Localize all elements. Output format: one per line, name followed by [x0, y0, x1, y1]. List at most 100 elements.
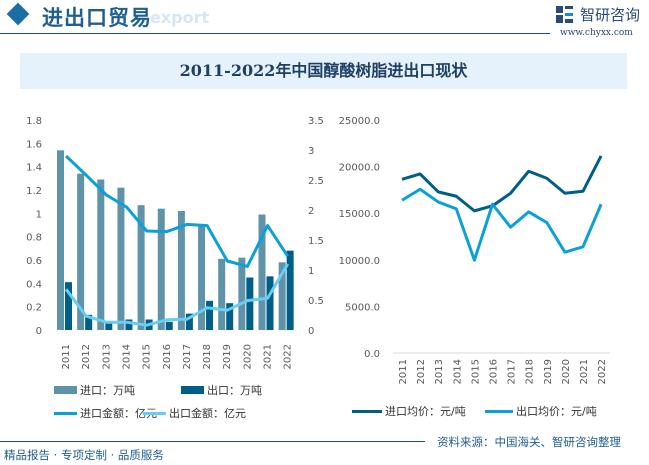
x-tick-label: 2015	[470, 359, 481, 384]
bar-import-volume	[198, 225, 206, 330]
section-title: 进出口贸易	[42, 6, 152, 30]
y-tick-label: 1.2	[26, 186, 42, 197]
y2-tick-label: 3	[308, 146, 314, 157]
legend-label: 进口金额：亿元	[80, 407, 157, 420]
chart-title: 2011-2022年中国醇酸树脂进出口现状	[179, 61, 468, 80]
header-ghost-text: export	[150, 8, 210, 27]
y-tick-label: 5000.0	[345, 302, 380, 313]
bar-export-volume	[206, 300, 214, 330]
x-tick-label: 2014	[121, 344, 132, 369]
bar-import-volume	[57, 150, 64, 330]
y-tick-label: 0.2	[26, 303, 42, 314]
legend-swatch	[54, 386, 77, 394]
data-source: 资料来源：中国海关、智研咨询整理	[437, 435, 621, 449]
legend-label: 出口金额：亿元	[169, 407, 246, 420]
title-band	[20, 53, 627, 89]
line-import-value	[65, 154, 289, 268]
bar-export-volume	[266, 276, 274, 330]
legend-label: 出口：万吨	[207, 384, 262, 397]
x-tick-label: 2014	[452, 359, 463, 384]
legend-label: 出口均价：元/吨	[516, 405, 597, 418]
footer-divider	[0, 441, 425, 442]
legend-label: 进口均价：元/吨	[385, 405, 466, 418]
x-tick-label: 2021	[579, 359, 590, 384]
y-tick-label: 1.4	[26, 163, 42, 174]
y-tick-label: 0.8	[26, 233, 42, 244]
x-tick-label: 2022	[283, 344, 294, 369]
bar-import-volume	[238, 257, 246, 330]
x-tick-label: 2018	[202, 344, 213, 369]
x-tick-label: 2011	[398, 359, 409, 384]
bar-export-volume	[65, 282, 72, 330]
x-tick-label: 2017	[507, 359, 518, 384]
logo-text: 智研咨询	[580, 6, 641, 24]
y2-tick-label: 2	[308, 206, 314, 217]
legend-label: 进口：万吨	[80, 384, 135, 397]
x-tick-label: 2020	[561, 359, 572, 384]
bar-export-volume	[286, 250, 294, 330]
bar-export-volume	[125, 319, 133, 330]
x-tick-label: 2013	[101, 344, 112, 369]
x-tick-label: 2018	[525, 359, 536, 384]
y2-tick-label: 1.5	[308, 236, 324, 247]
x-tick-label: 2022	[597, 359, 608, 384]
x-tick-label: 2016	[489, 359, 500, 384]
logo-icon	[556, 6, 573, 23]
line-export-price	[401, 187, 603, 262]
bar-import-volume	[177, 211, 185, 330]
footer-slogan: 精品报告 · 专项定制 · 品质服务	[4, 448, 164, 462]
x-tick-label: 2016	[162, 344, 173, 369]
y-tick-label: 0	[36, 326, 42, 337]
y-tick-label: 10000.0	[339, 256, 380, 267]
y-tick-label: 1	[36, 209, 42, 220]
y2-tick-label: 0.5	[308, 296, 324, 307]
line-export-value	[64, 263, 290, 327]
y-tick-label: 0.6	[26, 256, 42, 267]
y-tick-label: 20000.0	[339, 163, 380, 174]
y-tick-label: 0.0	[364, 349, 380, 360]
y-tick-label: 15000.0	[339, 209, 380, 220]
x-tick-label: 2019	[543, 359, 554, 384]
legend-swatch	[181, 386, 204, 394]
legend-import-value: 进口金额：亿元	[54, 405, 157, 421]
bar-export-volume	[246, 277, 254, 330]
header-divider	[0, 33, 550, 34]
legend-export-value: 出口金额：亿元	[143, 405, 246, 421]
legend-import-volume: 进口：万吨	[54, 382, 135, 398]
bar-import-volume	[77, 173, 85, 330]
y-tick-label: 1.8	[26, 116, 42, 127]
x-tick-label: 2019	[222, 344, 233, 369]
x-tick-label: 2017	[182, 344, 193, 369]
x-tick-label: 2011	[61, 344, 72, 369]
bar-import-volume	[218, 258, 226, 330]
bar-export-volume	[105, 323, 113, 330]
y2-tick-label: 2.5	[308, 176, 324, 187]
legend-import-price: 进口均价：元/吨	[352, 403, 466, 419]
bar-export-volume	[165, 321, 173, 330]
legend-swatch	[485, 409, 513, 413]
y-tick-label: 0.4	[26, 279, 42, 290]
bar-import-volume	[278, 262, 286, 330]
bar-import-volume	[157, 208, 165, 330]
x-tick-label: 2012	[81, 344, 92, 369]
legend-export-volume: 出口：万吨	[181, 382, 262, 398]
y-tick-label: 25000.0	[339, 116, 380, 127]
y2-tick-label: 0	[308, 326, 314, 337]
bar-export-volume	[185, 313, 193, 330]
bar-export-volume	[85, 314, 93, 330]
x-tick-label: 2020	[242, 344, 253, 369]
x-tick-label: 2013	[434, 359, 445, 384]
legend-export-price: 出口均价：元/吨	[485, 403, 597, 419]
x-tick-label: 2021	[263, 344, 274, 369]
x-tick-label: 2015	[142, 344, 153, 369]
bar-import-volume	[258, 214, 266, 330]
bar-import-volume	[137, 205, 145, 330]
legend-swatch	[54, 411, 77, 415]
legend-swatch	[352, 409, 382, 413]
logo-url: www.chyxx.com	[560, 28, 633, 38]
line-import-price	[401, 155, 603, 213]
bar-import-volume	[97, 179, 105, 330]
legend-swatch	[143, 411, 166, 415]
bar-import-volume	[117, 187, 125, 330]
